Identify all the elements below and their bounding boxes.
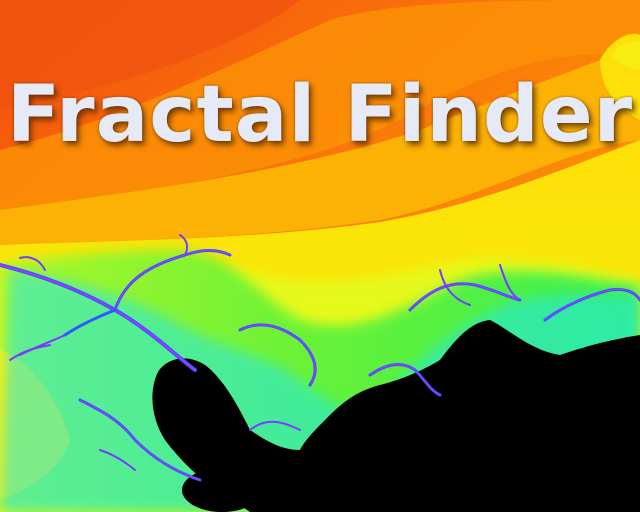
app-title: Fractal Finder xyxy=(6,70,634,160)
